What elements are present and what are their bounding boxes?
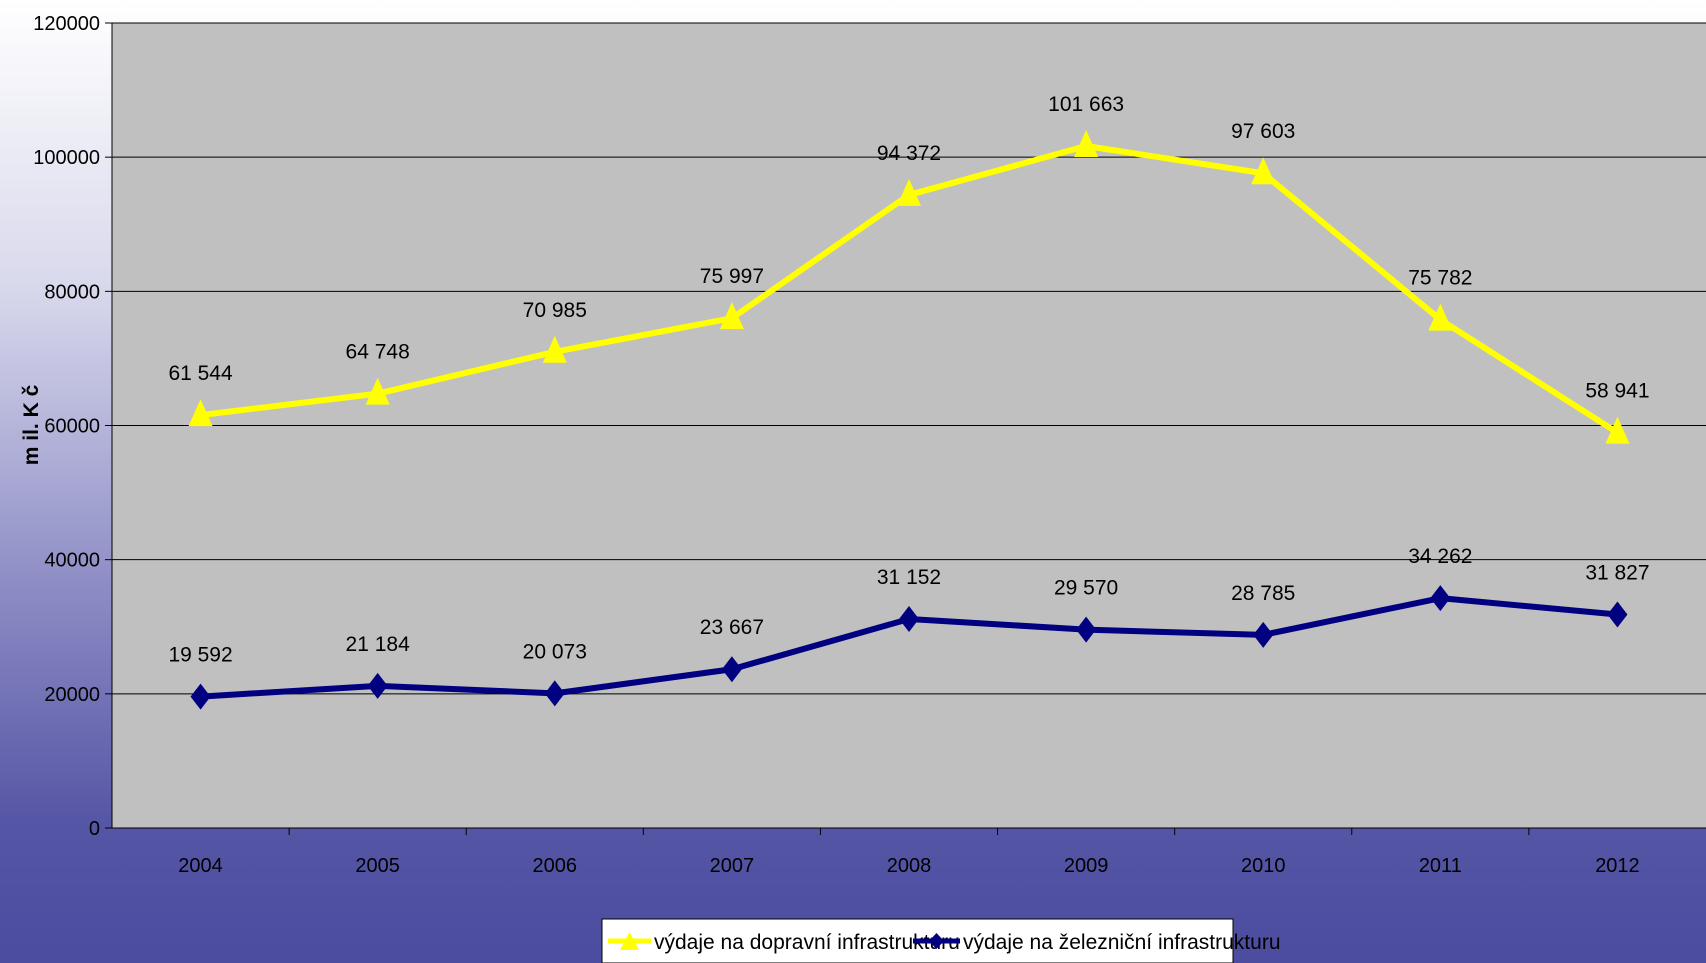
data-label: 23 667 [700, 616, 764, 639]
x-tick-label: 2005 [355, 855, 400, 877]
x-tick-label: 2012 [1595, 855, 1640, 877]
data-labels: 61 544 64 748 70 985 75 997 94 372 101 663 97 … [168, 93, 1649, 667]
y-tick-labels: 0 20000 40000 60000 80000 100000 120000 [33, 13, 100, 840]
axes [105, 22, 1706, 835]
triangle-marker [1428, 303, 1453, 331]
data-label: 64 748 [346, 341, 410, 364]
data-label: 70 985 [523, 299, 587, 322]
triangle-marker [1074, 130, 1099, 158]
x-tick-labels: 2004 2005 2006 2007 2008 2009 2010 2011 2012 [178, 855, 1639, 877]
data-label: 34 262 [1408, 545, 1472, 568]
data-label: 20 073 [523, 640, 587, 663]
x-tick-label: 2004 [178, 855, 223, 877]
data-label: 75 782 [1408, 267, 1472, 290]
y-axis-label: m il. K č [20, 384, 43, 465]
legend: výdaje na dopravní infrastrukturu výdaje… [601, 918, 1281, 963]
data-label: 31 152 [877, 566, 941, 589]
triangle-marker [1251, 157, 1276, 185]
diamond-marker [1253, 621, 1274, 648]
y-tick-label: 20000 [44, 684, 100, 706]
triangle-marker [719, 302, 744, 330]
legend-label-transport: výdaje na dopravní infrastrukturu [654, 931, 960, 954]
diamond-marker [1607, 601, 1628, 628]
y-tick-label: 0 [89, 818, 100, 840]
diamond-marker [721, 656, 742, 683]
y-tick-label: 80000 [44, 281, 100, 303]
diamond-marker [544, 680, 565, 707]
triangle-marker [365, 377, 390, 405]
legend-diamond-marker [929, 933, 944, 949]
y-tick-label: 60000 [44, 416, 100, 438]
x-tick-label: 2010 [1241, 855, 1286, 877]
triangle-marker [1605, 416, 1630, 444]
data-label: 21 184 [346, 633, 411, 656]
data-label: 31 827 [1585, 561, 1649, 584]
diamond-marker [367, 672, 388, 699]
y-tick-label: 100000 [33, 147, 100, 169]
data-label: 94 372 [877, 142, 941, 165]
diamond-marker [1076, 616, 1097, 643]
y-tick-label: 40000 [44, 550, 100, 572]
y-tick-label: 120000 [33, 13, 100, 35]
series-group [188, 130, 1630, 710]
data-label: 101 663 [1048, 93, 1124, 116]
diamond-marker [190, 683, 211, 710]
legend-triangle-marker [620, 932, 639, 950]
x-tick-label: 2006 [533, 855, 578, 877]
x-tick-label: 2008 [887, 855, 932, 877]
data-label: 19 592 [168, 644, 232, 667]
data-label: 75 997 [700, 265, 764, 288]
x-tick-label: 2007 [710, 855, 755, 877]
triangle-marker [188, 399, 213, 427]
x-tick-label: 2009 [1064, 855, 1109, 877]
diamond-marker [899, 606, 919, 633]
data-label: 28 785 [1231, 582, 1295, 605]
diamond-marker [1430, 585, 1451, 612]
data-label: 61 544 [168, 362, 233, 385]
triangle-marker [542, 335, 567, 363]
data-label: 58 941 [1585, 380, 1649, 403]
data-label: 29 570 [1054, 577, 1118, 600]
data-label: 97 603 [1231, 120, 1295, 143]
x-tick-label: 2011 [1419, 855, 1462, 877]
legend-label-railway: výdaje na železniční infrastrukturu [963, 931, 1281, 954]
triangle-marker [897, 178, 921, 206]
